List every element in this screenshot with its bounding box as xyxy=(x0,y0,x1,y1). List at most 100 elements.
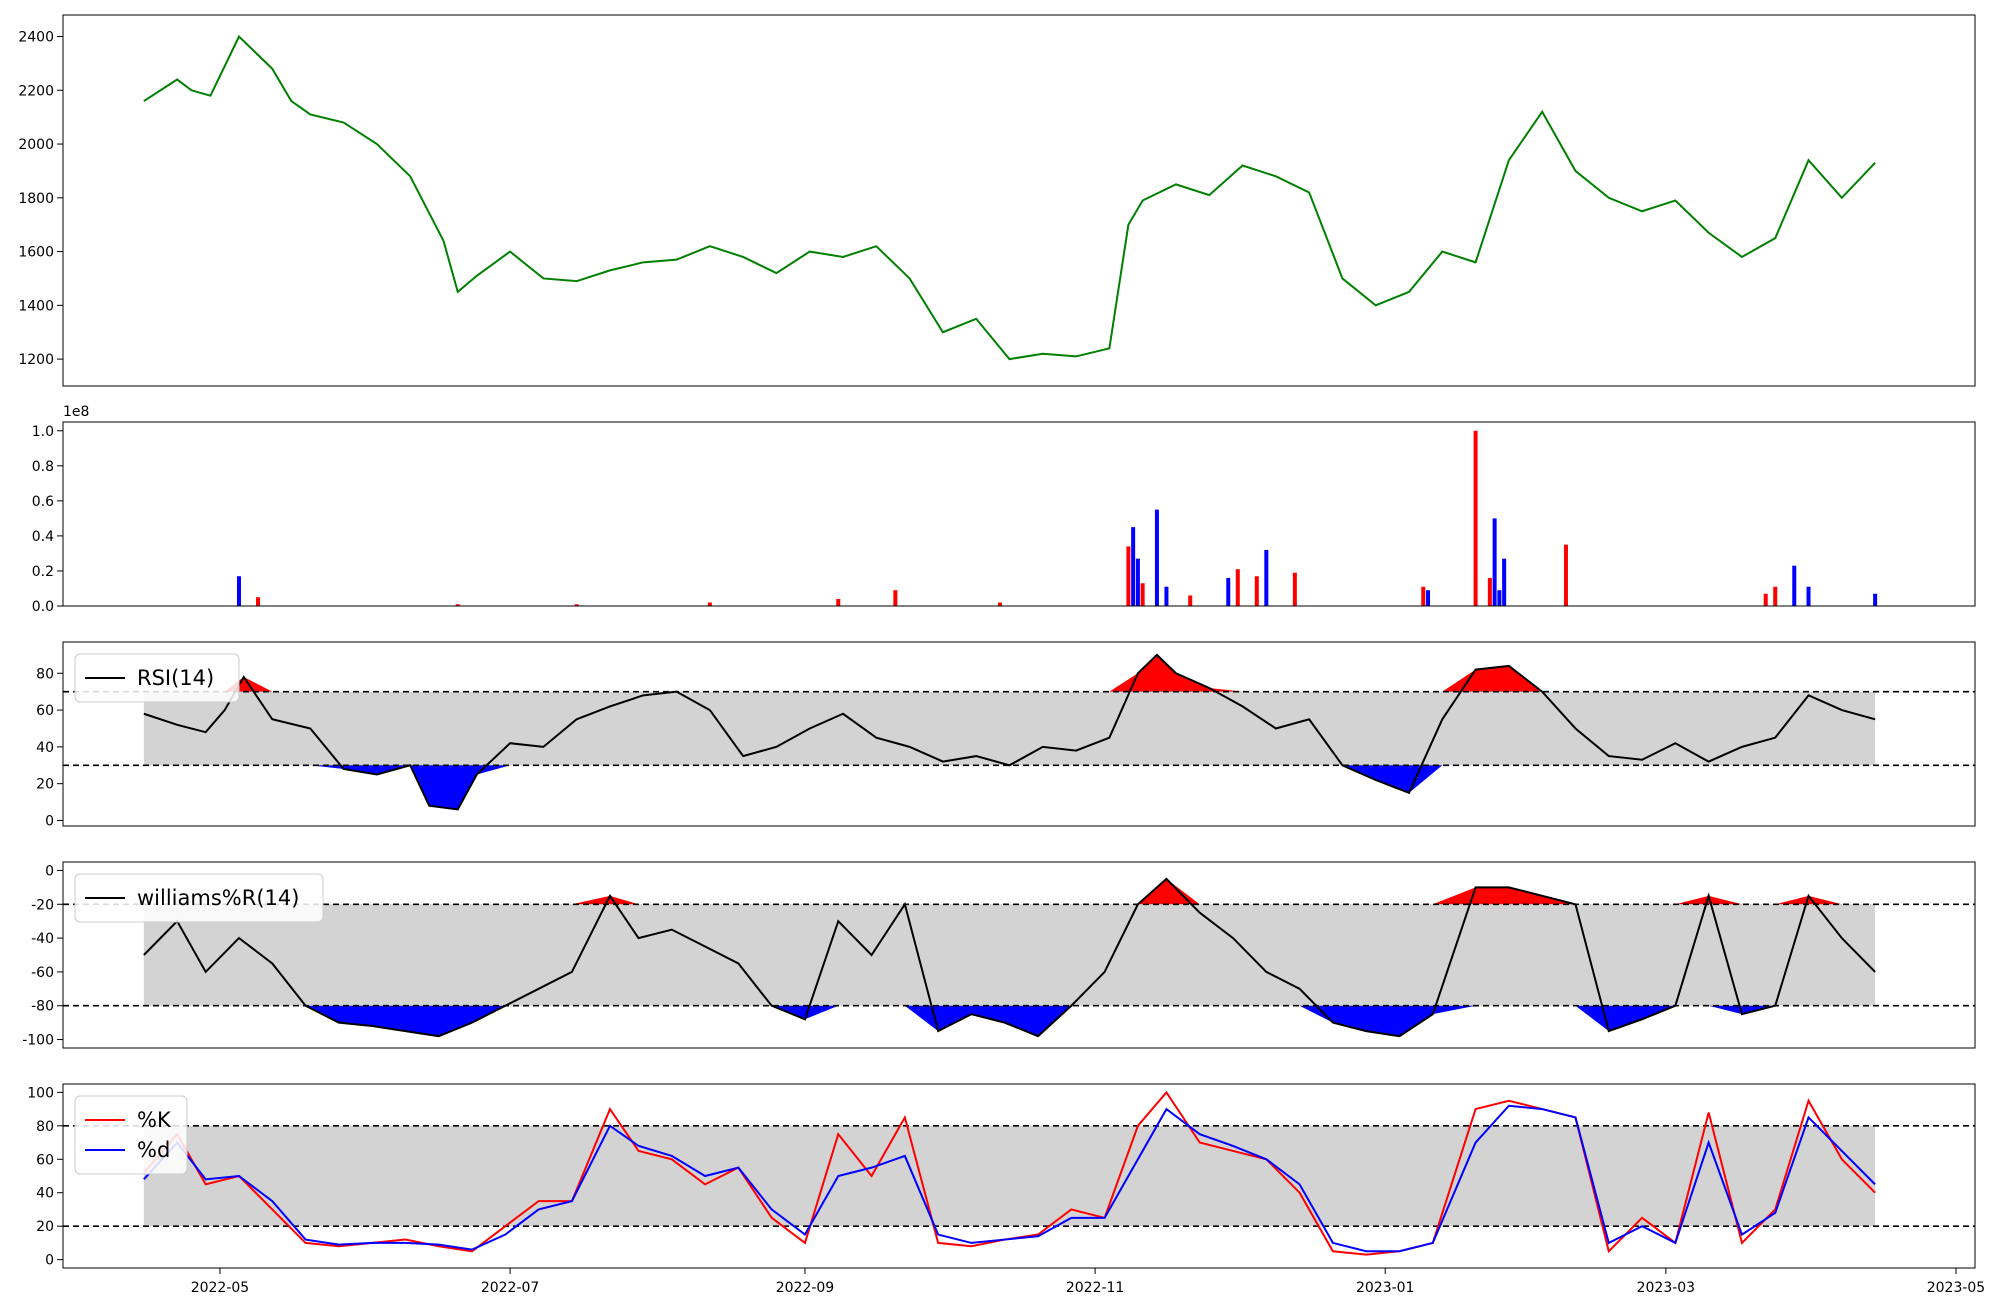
y-tick-label: 80 xyxy=(36,666,54,682)
y-tick-label: -100 xyxy=(22,1033,54,1049)
y-tick-label: 0.2 xyxy=(32,564,54,580)
y-tick-label: 20 xyxy=(36,777,54,793)
axes-frame xyxy=(62,421,1976,607)
x-tick-label: 2022-09 xyxy=(776,1280,835,1296)
volume-bar xyxy=(1502,558,1507,606)
overbought-fill xyxy=(143,878,1876,905)
x-tick-label: 2022-07 xyxy=(481,1280,540,1296)
x-tick-label: 2023-03 xyxy=(1637,1280,1696,1296)
volume-bar xyxy=(997,602,1002,606)
x-tick-label: 2023-01 xyxy=(1356,1280,1415,1296)
y-tick-label: 60 xyxy=(36,1152,54,1168)
series-line xyxy=(143,1104,1876,1253)
x-tick-label: 2022-11 xyxy=(1066,1280,1125,1296)
y-tick-label: 2400 xyxy=(18,30,54,46)
volume-bar xyxy=(236,576,241,606)
volume-bar xyxy=(1487,577,1492,606)
volume-bar xyxy=(1473,430,1478,606)
oversold-fill xyxy=(143,765,1876,810)
panel-rsi: 0 20 40 60 80 RSI(14) xyxy=(36,641,1976,829)
y-tick-label: 0 xyxy=(45,863,54,879)
y-tick-label: 0.4 xyxy=(32,529,54,545)
legend-box xyxy=(74,1095,188,1175)
oversold-fill xyxy=(143,1005,1876,1037)
y-tick-label: 1600 xyxy=(18,245,54,261)
panel-price: 1200 1400 1600 1800 2000 2200 2400 xyxy=(18,14,1976,387)
volume-bar xyxy=(1792,565,1797,606)
axes-frame xyxy=(62,861,1976,1049)
volume-bar xyxy=(1188,595,1193,606)
x-tick-label: 2023-05 xyxy=(1927,1280,1986,1296)
x-tick-label: 2022-05 xyxy=(191,1280,250,1296)
y-tick-label: 0 xyxy=(45,813,54,829)
band-region xyxy=(143,904,1876,1006)
legend-label: RSI(14) xyxy=(137,666,214,690)
volume-bar xyxy=(1140,583,1145,606)
volume-bar xyxy=(1226,577,1231,606)
y-tick-label: 2000 xyxy=(18,137,54,153)
legend-box xyxy=(74,873,324,923)
y-tick-label: -40 xyxy=(31,931,54,947)
volume-bar xyxy=(1135,558,1140,606)
volume-bar xyxy=(1126,546,1131,606)
volume-bar xyxy=(1873,593,1878,606)
y-tick-label: 40 xyxy=(36,740,54,756)
volume-bar xyxy=(1264,549,1269,606)
y-tick-label: -20 xyxy=(31,897,54,913)
panel-stochastic: 0 20 40 60 80 100 %K %d xyxy=(27,1083,1976,1269)
y-tick-label: 60 xyxy=(36,703,54,719)
y-exponent-label: 1e8 xyxy=(63,404,89,420)
series-line xyxy=(143,653,1876,811)
series-line xyxy=(143,34,1876,361)
legend-label: %K xyxy=(137,1108,172,1132)
band-region xyxy=(143,1125,1876,1227)
y-tick-label: 40 xyxy=(36,1186,54,1202)
y-tick-label: 100 xyxy=(27,1085,54,1101)
legend-label: williams%R(14) xyxy=(137,886,299,910)
y-tick-label: 20 xyxy=(36,1219,54,1235)
axes-frame xyxy=(62,14,1976,387)
volume-bar xyxy=(256,597,261,606)
y-tick-label: 1400 xyxy=(18,298,54,314)
y-tick-label: 0.0 xyxy=(32,599,54,615)
volume-bar xyxy=(1563,544,1568,606)
volume-bar xyxy=(1806,586,1811,606)
x-axis: 2022-05 2022-07 2022-09 2022-11 2023-01 2023-… xyxy=(191,1268,1986,1296)
band-region xyxy=(143,691,1876,766)
series-line xyxy=(143,877,1876,1038)
volume-bar xyxy=(1492,518,1497,606)
axes-frame xyxy=(62,641,1976,827)
y-tick-label: 0.8 xyxy=(32,459,54,475)
legend-label: %d xyxy=(137,1138,170,1162)
volume-bar xyxy=(1235,569,1240,606)
volume-bar xyxy=(1497,590,1502,606)
volume-bar xyxy=(836,598,841,606)
volume-bar xyxy=(1292,572,1297,606)
volume-bar xyxy=(574,604,579,606)
volume-bar xyxy=(1164,586,1169,606)
volume-bar xyxy=(893,590,898,606)
y-tick-label: -60 xyxy=(31,965,54,981)
volume-bar xyxy=(1154,509,1159,606)
y-tick-label: 2200 xyxy=(18,83,54,99)
panel-volume: 0.0 0.2 0.4 0.6 0.8 1.0 1e8 xyxy=(32,404,1976,615)
volume-bar xyxy=(1421,586,1426,606)
volume-bar xyxy=(1254,576,1259,606)
y-tick-label: 1200 xyxy=(18,352,54,368)
overbought-fill xyxy=(143,654,1876,692)
volume-bar xyxy=(1763,593,1768,606)
y-tick-label: 1.0 xyxy=(32,424,54,440)
legend-box xyxy=(74,653,240,703)
volume-bar xyxy=(1773,586,1778,606)
axes-frame xyxy=(62,1083,1976,1269)
volume-bar xyxy=(1131,527,1136,606)
y-tick-label: 80 xyxy=(36,1119,54,1135)
y-tick-label: 1800 xyxy=(18,191,54,207)
volume-bar xyxy=(1426,590,1431,606)
volume-bar xyxy=(455,604,460,606)
panel-williams: 0 -20 -40 -60 -80 -100 williams%R(14) xyxy=(22,861,1976,1049)
y-tick-label: 0.6 xyxy=(32,494,54,510)
y-tick-label: 0 xyxy=(45,1253,54,1269)
y-tick-label: -80 xyxy=(31,999,54,1015)
